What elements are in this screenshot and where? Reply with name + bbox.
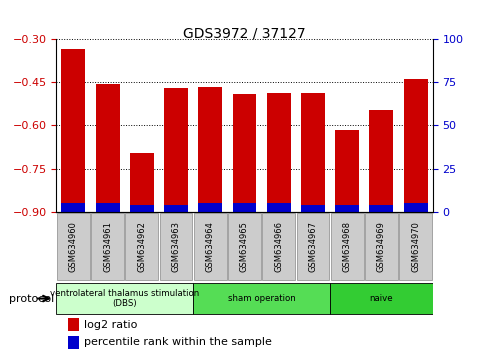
FancyBboxPatch shape (91, 213, 124, 280)
Bar (129, 153, 153, 212)
Bar (67, 318, 79, 331)
Text: GSM634962: GSM634962 (137, 221, 146, 272)
Text: protocol: protocol (8, 293, 54, 303)
FancyBboxPatch shape (125, 213, 158, 280)
Text: log2 ratio: log2 ratio (84, 320, 138, 330)
Text: GSM634966: GSM634966 (274, 221, 283, 272)
Bar (61, 203, 85, 212)
Text: GSM634961: GSM634961 (103, 221, 112, 272)
Text: GSM634965: GSM634965 (240, 221, 248, 272)
Bar (300, 93, 324, 212)
FancyBboxPatch shape (364, 213, 397, 280)
Bar (129, 205, 153, 212)
Text: naive: naive (369, 294, 392, 303)
Bar (61, 49, 85, 212)
Bar (369, 110, 392, 212)
Bar (163, 88, 187, 212)
Text: sham operation: sham operation (227, 294, 295, 303)
Bar (67, 336, 79, 349)
Text: GSM634967: GSM634967 (308, 221, 317, 272)
Text: GSM634969: GSM634969 (376, 221, 385, 272)
Bar (369, 205, 392, 212)
Bar (334, 130, 358, 212)
Text: GDS3972 / 37127: GDS3972 / 37127 (183, 27, 305, 41)
Bar (232, 203, 256, 212)
FancyBboxPatch shape (159, 213, 192, 280)
Bar (198, 86, 222, 212)
Bar (266, 203, 290, 212)
FancyBboxPatch shape (296, 213, 329, 280)
FancyBboxPatch shape (193, 213, 226, 280)
Bar (300, 205, 324, 212)
Text: GSM634970: GSM634970 (410, 221, 419, 272)
Bar (198, 203, 222, 212)
Text: GSM634963: GSM634963 (171, 221, 180, 272)
Text: GSM634964: GSM634964 (205, 221, 214, 272)
Bar (334, 205, 358, 212)
Text: percentile rank within the sample: percentile rank within the sample (84, 337, 272, 347)
Bar (96, 203, 119, 212)
Bar (403, 203, 427, 212)
Text: ventrolateral thalamus stimulation
(DBS): ventrolateral thalamus stimulation (DBS) (50, 289, 199, 308)
FancyBboxPatch shape (57, 213, 90, 280)
Text: GSM634968: GSM634968 (342, 221, 351, 272)
FancyBboxPatch shape (330, 213, 363, 280)
FancyBboxPatch shape (398, 213, 431, 280)
FancyBboxPatch shape (227, 213, 261, 280)
FancyBboxPatch shape (329, 283, 432, 314)
Text: GSM634960: GSM634960 (69, 221, 78, 272)
Bar (266, 93, 290, 212)
FancyBboxPatch shape (193, 283, 329, 314)
FancyBboxPatch shape (262, 213, 295, 280)
Bar (232, 94, 256, 212)
Bar (403, 79, 427, 212)
Bar (163, 205, 187, 212)
FancyBboxPatch shape (56, 283, 193, 314)
Bar (96, 84, 119, 212)
